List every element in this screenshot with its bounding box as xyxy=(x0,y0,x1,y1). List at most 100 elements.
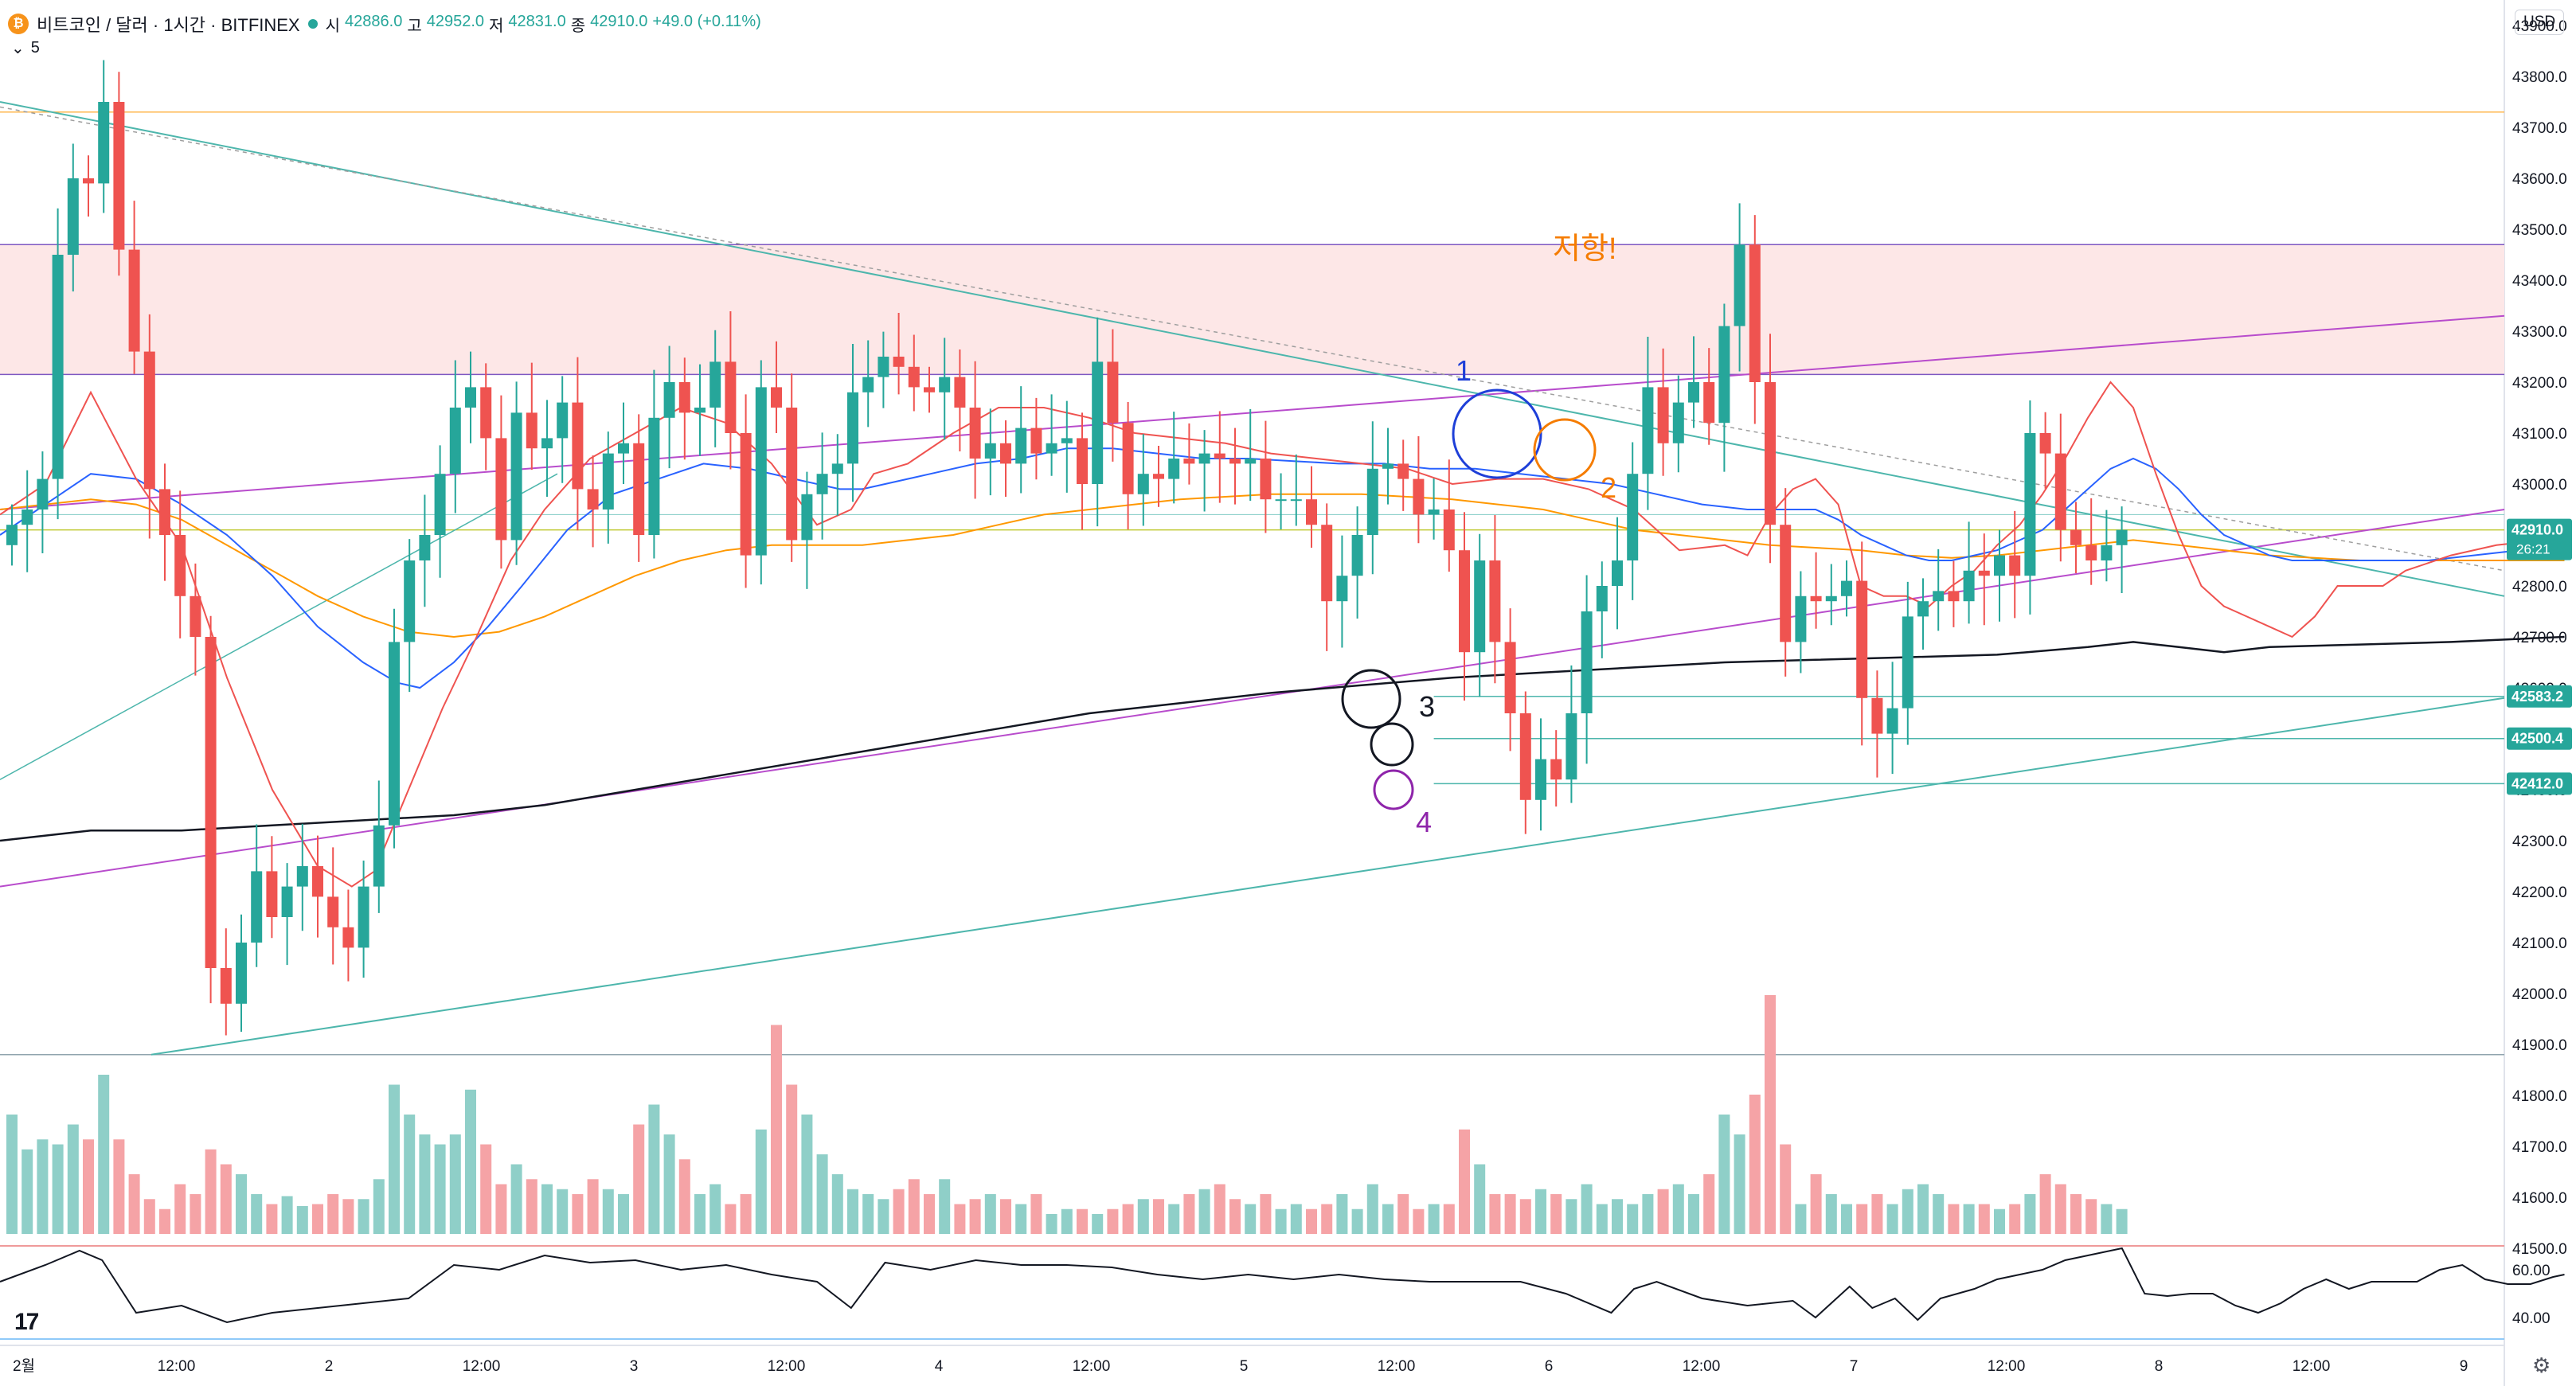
candle-body xyxy=(1933,591,1945,602)
symbol-title[interactable]: 비트코인 / 달러 · 1시간 · BITFINEX xyxy=(37,15,300,35)
volume-bar xyxy=(2116,1208,2128,1234)
candle-body xyxy=(1198,453,1210,464)
volume-bar xyxy=(1810,1174,1822,1234)
volume-bar xyxy=(1535,1189,1546,1234)
volume-bar xyxy=(648,1104,660,1234)
candle-body xyxy=(2116,529,2128,545)
ma-fast-line xyxy=(0,381,2565,888)
gear-icon[interactable]: ⚙ xyxy=(2532,1353,2551,1377)
indicator-count: 5 xyxy=(30,39,40,57)
volume-bar xyxy=(755,1129,767,1234)
volume-bar xyxy=(740,1194,752,1234)
candle-body xyxy=(1382,463,1394,469)
volume-bar xyxy=(1703,1174,1715,1234)
candle-body xyxy=(220,968,232,1004)
low-label: 저 xyxy=(489,17,504,35)
candle-body xyxy=(174,535,186,596)
y-tick-label: 43300.0 xyxy=(2512,324,2567,341)
marker-circle-3a xyxy=(1341,669,1401,729)
y-tick-label: 43200.0 xyxy=(2512,375,2567,392)
y-tick-label: 43800.0 xyxy=(2512,69,2567,86)
rsi-tick-label: 40.00 xyxy=(2512,1310,2551,1327)
volume-bar xyxy=(1657,1189,1669,1234)
candle-body xyxy=(434,474,446,535)
volume-bar xyxy=(281,1196,293,1234)
indicator-toggle[interactable]: ⌄ 5 xyxy=(11,38,40,58)
candle-body xyxy=(1688,382,1699,403)
volume-bar xyxy=(1428,1204,1440,1234)
volume-bar xyxy=(1000,1199,1011,1234)
candle-body xyxy=(1917,601,1929,617)
volume-bar xyxy=(1306,1208,1317,1234)
volume-bar xyxy=(1672,1184,1684,1234)
candle-body xyxy=(1841,580,1852,596)
volume-bar xyxy=(1933,1194,1945,1234)
x-tick-label: 9 xyxy=(2460,1358,2469,1375)
candle-body xyxy=(526,412,537,449)
ohlc-readout: 시 42886.0 고 42952.0 저 42831.0 종 42910.0 +49.… xyxy=(326,13,761,36)
volume-bar xyxy=(862,1194,874,1234)
ma-mid-line xyxy=(0,447,2565,689)
rsi-line xyxy=(0,1247,2565,1324)
candle-body xyxy=(1214,453,1225,459)
candle-body xyxy=(1657,387,1669,443)
candle-body xyxy=(1566,713,1577,780)
volume-bar xyxy=(220,1164,232,1234)
y-tick-label: 42300.0 xyxy=(2512,834,2567,850)
candle-body xyxy=(373,825,385,887)
volume-bar xyxy=(236,1174,247,1234)
candle-body xyxy=(251,871,263,943)
volume-bar xyxy=(1825,1194,1837,1234)
volume-bar xyxy=(113,1139,125,1234)
candle-body xyxy=(1366,468,1378,535)
volume-bar xyxy=(663,1134,675,1234)
volume-bar xyxy=(1871,1194,1883,1234)
volume-bar xyxy=(1642,1194,1654,1234)
y-tick-label: 43000.0 xyxy=(2512,477,2567,494)
candle-body xyxy=(67,178,79,255)
candle-body xyxy=(1581,611,1593,713)
volume-bar xyxy=(1397,1194,1409,1234)
volume-bar xyxy=(1168,1204,1180,1234)
candle-body xyxy=(1825,595,1837,602)
resistance-zone xyxy=(0,244,2504,375)
candle-body xyxy=(1061,438,1073,443)
y-tick-label: 43500.0 xyxy=(2512,222,2567,239)
price-badge-value: 42412.0 xyxy=(2512,775,2563,791)
currency-selector[interactable]: USD xyxy=(2515,10,2565,35)
candle-body xyxy=(633,443,645,535)
candle-body xyxy=(1596,586,1608,611)
candle-body xyxy=(1351,535,1363,576)
volume-bar xyxy=(449,1134,461,1234)
resistance-zone-layer xyxy=(0,244,2504,376)
candle-body xyxy=(541,438,553,449)
y-tick-label: 41500.0 xyxy=(2512,1241,2567,1258)
candle-body xyxy=(924,387,935,392)
volume-bars-layer xyxy=(6,995,2128,1234)
volume-bar xyxy=(1780,1144,1792,1234)
volume-bar xyxy=(924,1194,935,1234)
volume-bar xyxy=(1841,1204,1852,1234)
candle-body xyxy=(1459,550,1470,653)
support-teal-trendline xyxy=(150,697,2505,1056)
volume-bar xyxy=(2054,1184,2066,1234)
candle-body xyxy=(1535,759,1546,800)
volume-bar xyxy=(587,1179,599,1234)
price-badge-value: 42910.0 xyxy=(2512,522,2563,538)
open-label: 시 xyxy=(325,17,341,35)
candle-body xyxy=(663,382,675,418)
x-tick-label: 12:00 xyxy=(1073,1358,1111,1375)
volume-bar xyxy=(939,1179,951,1234)
volume-bar xyxy=(801,1115,813,1234)
candle-body xyxy=(1902,616,1913,709)
volume-bar xyxy=(1994,1208,2005,1234)
candle-body xyxy=(1275,499,1287,502)
candle-body xyxy=(709,361,721,408)
candle-body xyxy=(1428,510,1440,515)
y-tick-label: 42800.0 xyxy=(2512,579,2567,595)
candle-body xyxy=(678,382,690,413)
volume-bar xyxy=(678,1159,690,1234)
y-tick-label: 43600.0 xyxy=(2512,171,2567,188)
price-badge xyxy=(2507,772,2572,795)
